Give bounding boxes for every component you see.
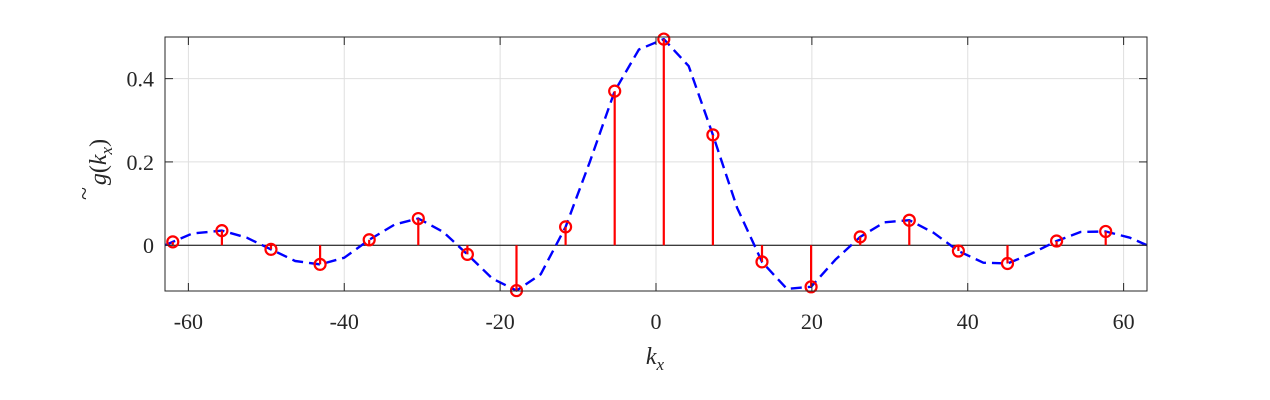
stem-marker (558, 220, 573, 234)
x-tick-label: 40 (957, 309, 979, 334)
stem-marker (460, 247, 474, 261)
stem-marker (853, 230, 867, 244)
x-tick-label: -40 (330, 309, 359, 334)
x-tick-label: 20 (801, 309, 823, 334)
envelope-dashed-line (164, 37, 1148, 292)
stem-marker (706, 128, 720, 142)
y-axis-label-group: g(kx) ~ (72, 139, 116, 200)
stem-marker (264, 242, 278, 256)
stem-marker (411, 211, 425, 226)
y-axis-label: g(kx) (86, 139, 116, 185)
stem-marker (362, 233, 376, 247)
y-tick-label: 0 (143, 233, 154, 258)
x-axis-label: kx (646, 344, 665, 374)
x-tick-label: 60 (1113, 309, 1135, 334)
stem-marker (313, 257, 327, 271)
y-axis-label-accent: ~ (72, 187, 98, 200)
y-tick-label: 0.4 (127, 67, 155, 92)
stem-marker (902, 213, 916, 227)
stem-marker (166, 235, 180, 249)
x-tick-label: -60 (174, 309, 203, 334)
stem-marker (1000, 256, 1015, 271)
envelope-curve-layer (164, 37, 1148, 292)
stem-layer (166, 32, 1113, 298)
x-tick-label: 0 (651, 309, 662, 334)
y-tick-label: 0.2 (127, 150, 155, 175)
grid-layer (165, 37, 1147, 291)
stem-marker (215, 224, 229, 238)
stem-marker (1099, 224, 1113, 239)
stem-marker (951, 244, 965, 258)
stem-marker (1049, 234, 1064, 248)
stem-marker (608, 84, 622, 98)
tick-layer: -60 -40 -20 0 20 40 60 0 0.2 0.4 (127, 37, 1147, 334)
stem-marker (804, 280, 818, 294)
stem-marker (755, 255, 769, 269)
stem-marker (657, 32, 671, 46)
x-tick-label: -20 (485, 309, 514, 334)
